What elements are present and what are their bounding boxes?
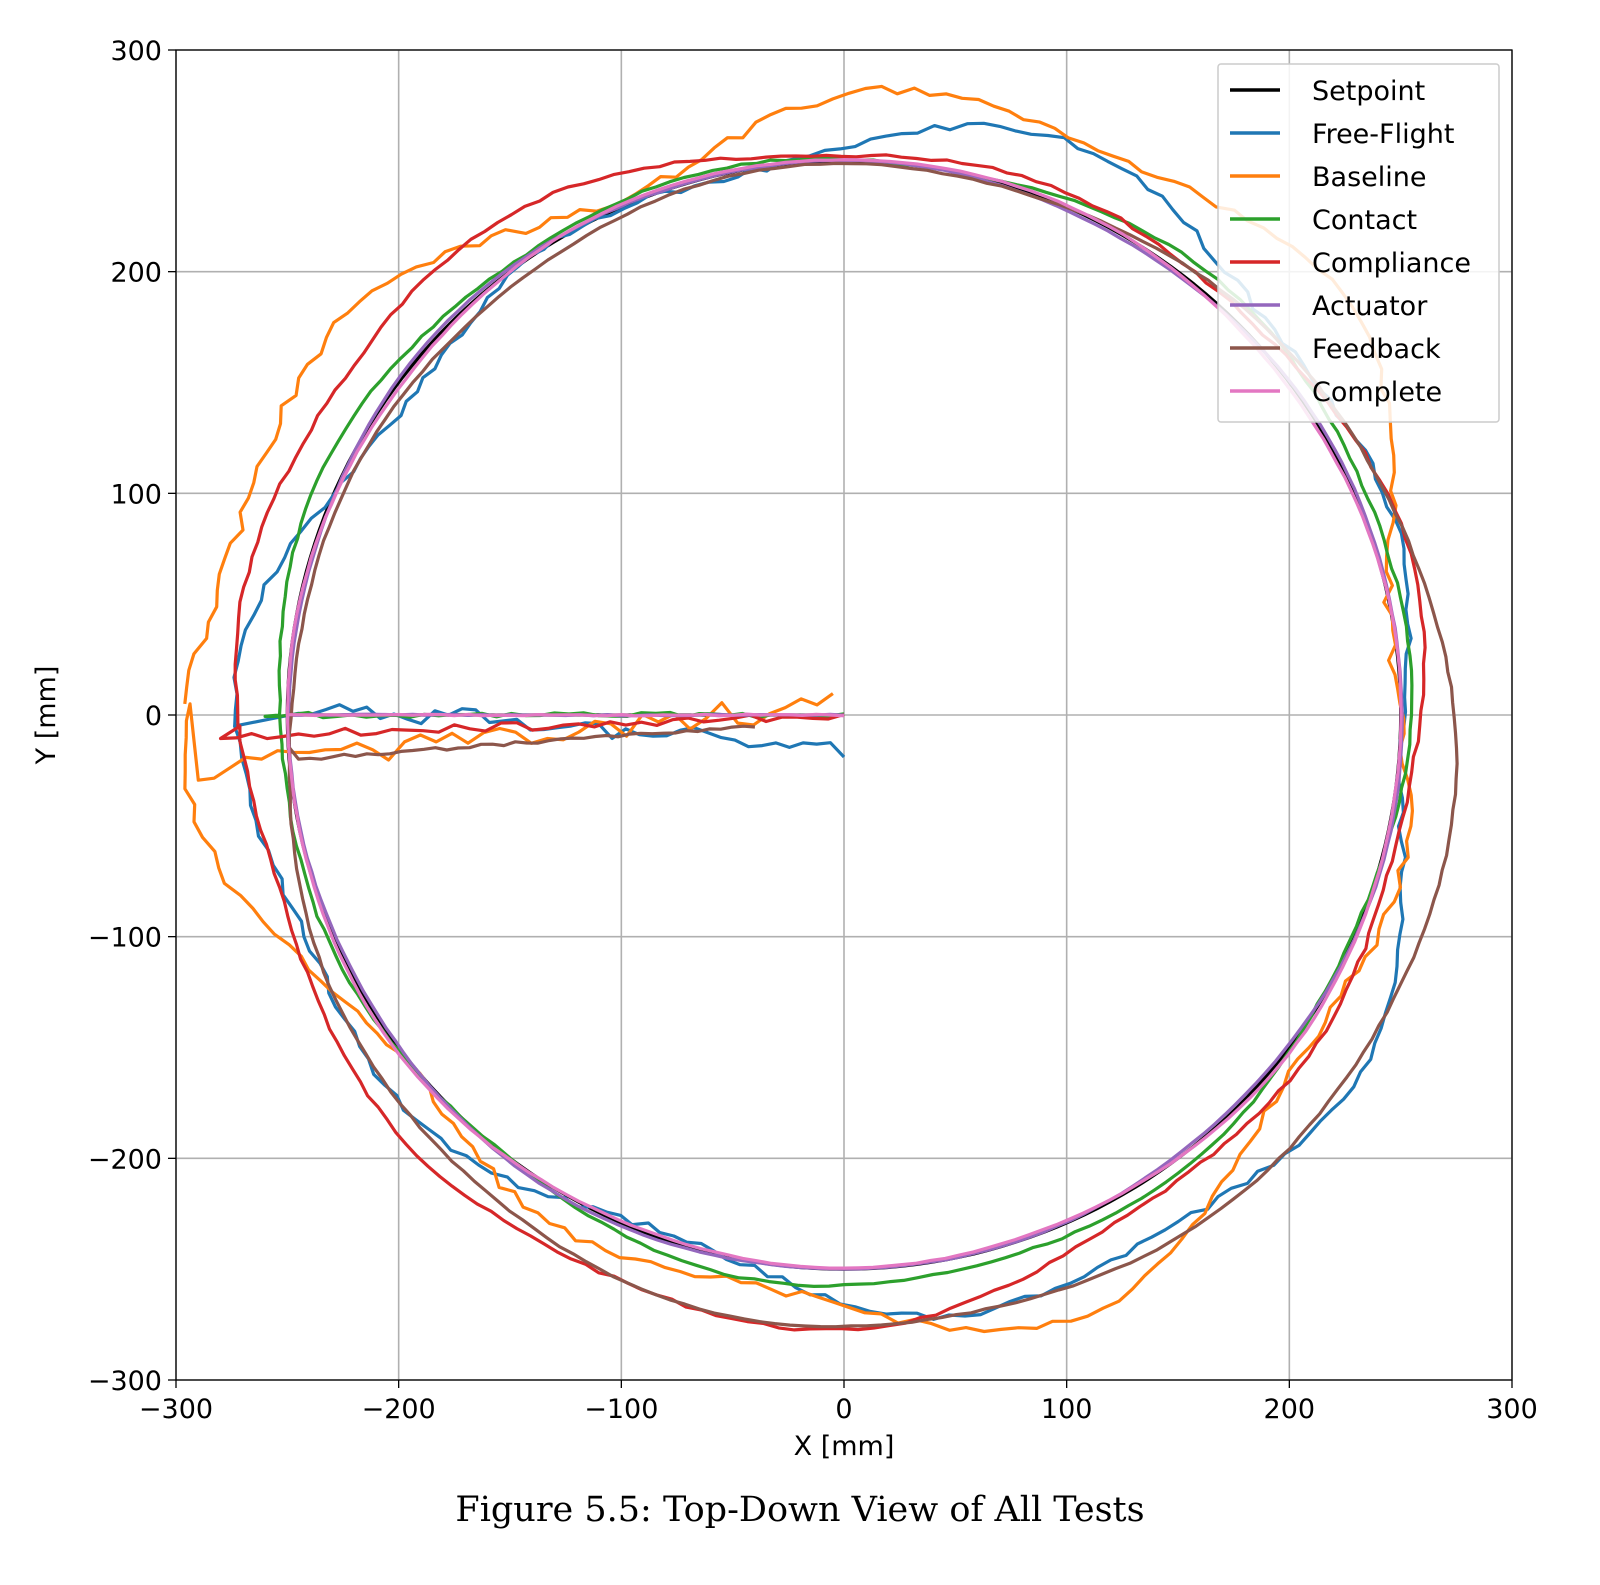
x-axis-label: X [mm] <box>794 1431 895 1462</box>
y-tick-label: 0 <box>145 701 162 732</box>
x-tick-label: 200 <box>1264 1394 1316 1425</box>
figure-caption: Figure 5.5: Top-Down View of All Tests <box>455 1490 1145 1530</box>
series-layer <box>183 84 1459 1334</box>
series-line-baseline <box>183 84 1414 1334</box>
x-tick-label: 100 <box>1041 1394 1093 1425</box>
x-tick-label: 0 <box>835 1394 852 1425</box>
x-tick-label: −300 <box>139 1394 213 1425</box>
y-tick-label: 100 <box>110 479 162 510</box>
ticks: −300 −200 −100 0 100 200 300 −300 −200 −100 0 100 20… <box>88 36 1538 1425</box>
y-tick-label: −300 <box>88 1366 162 1397</box>
legend-entry: Baseline <box>1312 162 1426 193</box>
legend-entry: Free-Flight <box>1312 119 1454 150</box>
y-tick-label: 200 <box>110 258 162 289</box>
legend-entry: Actuator <box>1312 291 1428 322</box>
y-tick-label: −100 <box>88 923 162 954</box>
x-tick-label: 300 <box>1486 1394 1538 1425</box>
series-line-feedback <box>287 161 1459 1329</box>
x-tick-label: −200 <box>362 1394 436 1425</box>
legend: Setpoint Free-Flight Baseline Contact Compli… <box>1217 63 1500 423</box>
x-tick-label: −100 <box>584 1394 658 1425</box>
y-tick-label: −200 <box>88 1144 162 1175</box>
y-tick-label: 300 <box>110 36 162 67</box>
legend-entry: Complete <box>1312 377 1442 408</box>
legend-entry: Contact <box>1312 205 1417 236</box>
series-line-complete <box>285 158 1403 1270</box>
legend-frame <box>1217 63 1500 423</box>
y-axis-label: Y [mm] <box>31 666 62 766</box>
legend-entry: Feedback <box>1312 334 1441 365</box>
legend-entry: Setpoint <box>1312 76 1425 107</box>
series-line-compliance <box>218 153 1427 1332</box>
legend-entry: Compliance <box>1312 248 1471 279</box>
